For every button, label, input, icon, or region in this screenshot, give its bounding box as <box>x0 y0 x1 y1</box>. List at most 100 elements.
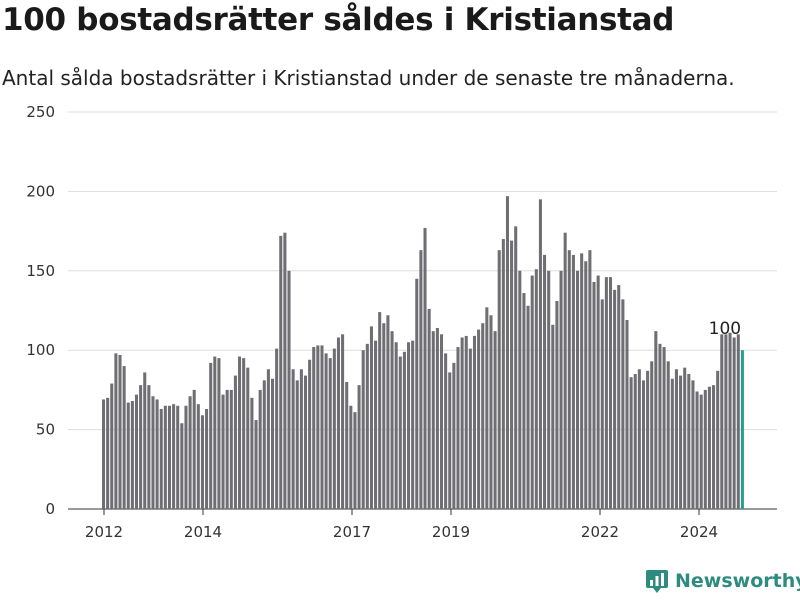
bar <box>151 396 155 509</box>
bar <box>411 340 415 509</box>
bar <box>510 240 514 509</box>
bar <box>439 334 444 509</box>
bar <box>180 423 184 509</box>
bar <box>571 254 575 509</box>
bar <box>703 389 707 509</box>
bar <box>122 366 126 509</box>
bar <box>172 404 176 509</box>
bar <box>518 270 522 509</box>
bar <box>126 402 130 509</box>
y-tick-label: 200 <box>26 182 55 200</box>
y-tick-label: 0 <box>45 500 55 518</box>
bar <box>666 361 670 509</box>
bar <box>139 385 143 509</box>
bar <box>538 199 542 509</box>
bar <box>646 370 650 509</box>
bar <box>514 226 518 509</box>
bar <box>464 335 468 509</box>
bar <box>497 250 501 509</box>
bar <box>196 404 200 509</box>
bar <box>349 405 353 509</box>
bar <box>217 358 221 509</box>
bar <box>613 289 617 509</box>
bar <box>580 253 584 509</box>
bar <box>679 375 683 509</box>
bar <box>472 335 477 509</box>
bar <box>687 374 691 509</box>
bar <box>608 277 613 509</box>
bar <box>448 372 452 509</box>
bar <box>386 315 390 509</box>
bar <box>728 332 732 509</box>
bar <box>592 281 596 509</box>
bar <box>336 337 340 509</box>
bar <box>720 334 724 509</box>
y-tick-label: 250 <box>26 103 55 121</box>
bar <box>452 362 456 509</box>
bar <box>654 331 658 509</box>
bar <box>662 347 666 509</box>
bar <box>551 324 555 509</box>
bar <box>250 397 254 509</box>
y-tick-label: 150 <box>26 262 55 280</box>
bar <box>423 227 427 510</box>
bar <box>456 347 460 509</box>
bar <box>295 380 299 509</box>
bar <box>398 356 402 509</box>
bar <box>262 380 266 509</box>
x-tick-label: 2024 <box>680 523 718 541</box>
bar <box>543 254 547 509</box>
bar <box>299 369 303 509</box>
bar <box>629 377 633 509</box>
bar <box>489 315 493 509</box>
newsworthy-logo-icon <box>646 570 668 593</box>
bar <box>361 350 365 509</box>
bar <box>481 323 485 509</box>
data-label: 100 <box>709 319 741 339</box>
bar <box>365 343 369 509</box>
bar <box>258 389 262 509</box>
bar <box>621 299 625 509</box>
bar <box>176 405 180 509</box>
bar <box>460 337 464 509</box>
bar <box>707 386 711 509</box>
bar <box>110 383 114 509</box>
bar <box>736 334 740 509</box>
bar <box>641 380 646 509</box>
bar <box>427 308 431 509</box>
bar <box>712 385 716 509</box>
bar <box>184 405 188 509</box>
bar <box>159 408 163 509</box>
bar <box>229 389 233 509</box>
bar <box>188 396 192 509</box>
x-tick-label: 2022 <box>581 523 619 541</box>
y-tick-label: 50 <box>36 421 55 439</box>
bar <box>691 380 695 509</box>
bar <box>732 337 736 509</box>
bar <box>155 399 159 509</box>
bar <box>205 408 209 509</box>
bar <box>254 420 258 509</box>
bar <box>468 348 472 509</box>
bar <box>382 323 386 509</box>
bar <box>407 342 411 509</box>
bar <box>724 334 728 509</box>
bar <box>505 196 509 509</box>
newsworthy-logo: Newsworthy <box>645 569 800 593</box>
bar <box>266 369 270 509</box>
bar <box>588 250 592 509</box>
bar <box>213 356 217 509</box>
bar <box>567 250 571 509</box>
bar <box>604 277 608 509</box>
bar <box>303 375 308 509</box>
bar <box>369 326 373 509</box>
bar <box>637 369 641 509</box>
bar <box>378 312 382 509</box>
bar <box>526 305 530 509</box>
bar <box>316 345 320 509</box>
bar <box>559 270 563 509</box>
bar <box>415 278 419 509</box>
bar <box>658 343 662 509</box>
bar <box>419 250 423 509</box>
bar <box>374 340 378 509</box>
